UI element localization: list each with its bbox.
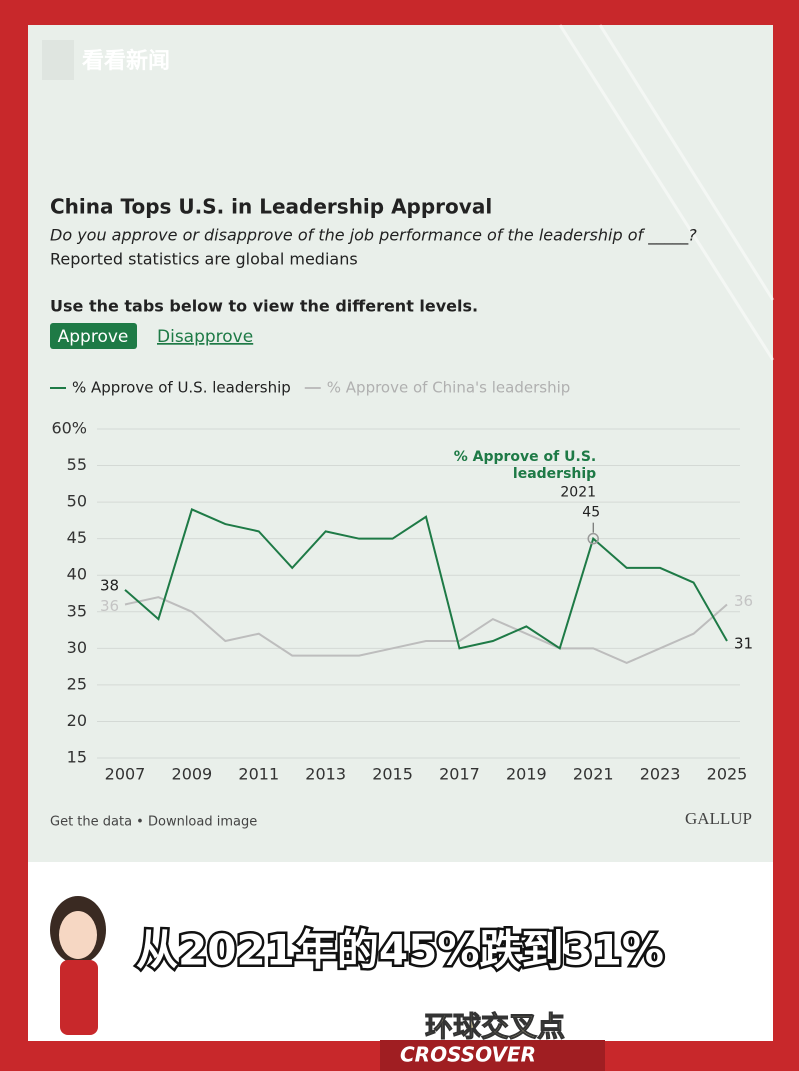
footer[interactable]: Get the data • Download image (50, 815, 257, 830)
series-line (124, 508, 728, 650)
note: Reported statistics are global medians (50, 250, 358, 269)
x-tick-label: 2021 (573, 765, 614, 784)
series-line (124, 596, 728, 665)
y-tick-label: 15 (67, 748, 87, 767)
highlight-point (587, 532, 599, 545)
caption: 从2021年的45%跌到31% (136, 926, 664, 975)
y-tick-label: 55 (67, 455, 87, 474)
logo-bg (380, 1040, 605, 1071)
avatar (50, 896, 106, 1035)
y-tick-label: 25 (67, 674, 87, 693)
y-tick-label: 30 (67, 638, 87, 657)
annotation-value: 45 (582, 505, 600, 521)
x-tick-label: 2017 (439, 765, 480, 784)
data-label: 36 (100, 597, 119, 615)
legend-label: % Approve of China's leadership (327, 379, 571, 397)
x-tick-label: 2019 (506, 765, 547, 784)
x-tick-label: 2009 (172, 765, 213, 784)
decor (558, 24, 775, 361)
y-tick-label: 50 (67, 492, 87, 511)
tab-bg[interactable] (50, 323, 137, 349)
annotation: % Approve of U.S. leadership (453, 448, 597, 482)
y-tick-label: 60% (51, 419, 87, 438)
x-tick-label: 2011 (238, 765, 279, 784)
x-tick-label: 2025 (707, 765, 748, 784)
y-tick-label: 35 (67, 601, 87, 620)
x-tick-label: 2023 (640, 765, 681, 784)
x-tick-label: 2007 (105, 765, 146, 784)
data-label: 38 (100, 576, 119, 594)
chart-card (28, 25, 773, 862)
face (59, 911, 97, 959)
body (60, 960, 98, 1035)
logo-en: CROSSOVER (400, 1043, 536, 1067)
data-label: 31 (734, 635, 753, 653)
data-label: 36 (734, 592, 753, 610)
y-tick-label: 45 (67, 528, 87, 547)
x-tick-label: 2013 (305, 765, 346, 784)
legend-label: % Approve of U.S. leadership (72, 379, 291, 397)
subtitle: Do you approve or disapprove of the job … (50, 226, 697, 246)
tab[interactable]: Approve (58, 327, 129, 347)
y-tick-label: 20 (67, 711, 87, 730)
logo-icon (42, 40, 74, 80)
watermark: 看看新闻 (82, 48, 170, 74)
instruction: Use the tabs below to view the different… (50, 297, 478, 316)
annotation-year: 2021 (560, 485, 596, 501)
logo-cn: 环球交叉点 (425, 1010, 565, 1043)
x-tick-label: 2015 (372, 765, 413, 784)
y-tick-label: 40 (67, 565, 87, 584)
tab[interactable]: Disapprove (157, 327, 253, 347)
chart-title: China Tops U.S. in Leadership Approval (50, 195, 492, 219)
source: GALLUP (685, 809, 752, 828)
